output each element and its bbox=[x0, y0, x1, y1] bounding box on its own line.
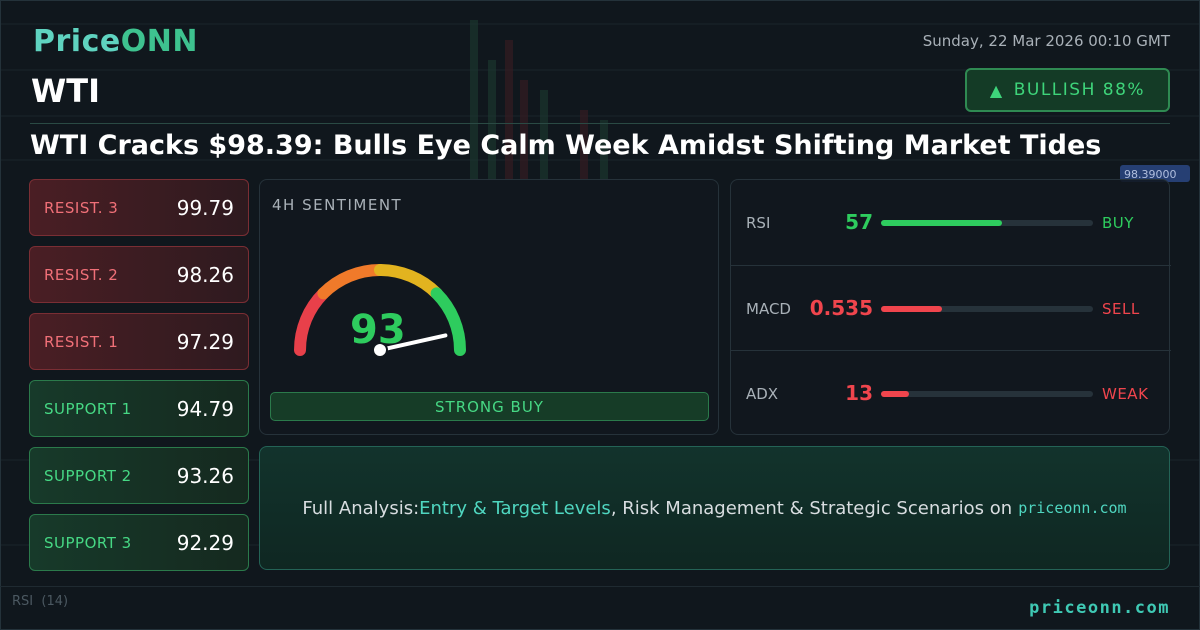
background-rsi-label: RSI (14) bbox=[12, 594, 68, 609]
full-analysis-cta[interactable]: Full Analysis: Entry & Target Levels, Ri… bbox=[259, 446, 1170, 570]
level-resist-1: RESIST. 1 97.29 bbox=[29, 313, 249, 370]
header-divider bbox=[30, 123, 1170, 124]
datetime: Sunday, 22 Mar 2026 00:10 GMT bbox=[922, 32, 1170, 50]
sentiment-badge: ▲ BULLISH 88% bbox=[965, 68, 1170, 112]
level-resist-2: RESIST. 2 98.26 bbox=[29, 246, 249, 303]
indicator-signal: BUY bbox=[1102, 214, 1134, 232]
triangle-up-icon: ▲ bbox=[989, 80, 1004, 100]
level-value: 94.79 bbox=[176, 396, 234, 421]
level-label: RESIST. 3 bbox=[44, 198, 119, 217]
indicator-fill bbox=[881, 306, 943, 312]
gauge-title: 4H SENTIMENT bbox=[272, 196, 403, 214]
background-rsi-name: RSI bbox=[12, 594, 34, 609]
gauge-signal-bar: STRONG BUY bbox=[270, 392, 709, 421]
indicator-track bbox=[881, 391, 1093, 397]
level-label: SUPPORT 2 bbox=[44, 466, 132, 485]
indicator-track bbox=[881, 306, 1093, 312]
brand-logo-prefix: Price bbox=[33, 24, 121, 59]
levels-list: RESIST. 3 99.79 RESIST. 2 98.26 RESIST. … bbox=[29, 179, 249, 581]
gauge-needle bbox=[378, 333, 448, 352]
level-value: 98.26 bbox=[176, 262, 234, 287]
indicator-track bbox=[881, 220, 1093, 226]
indicator-signal: SELL bbox=[1102, 300, 1140, 318]
sentiment-gauge-panel: 4H SENTIMENT 93 STRONG BUY bbox=[259, 179, 719, 435]
indicator-value: 57 bbox=[845, 210, 873, 234]
cta-middle: , Risk Management & Strategic Scenarios … bbox=[610, 497, 1013, 519]
background-rsi-period: (14) bbox=[41, 594, 69, 609]
level-support-1: SUPPORT 1 94.79 bbox=[29, 380, 249, 437]
level-label: RESIST. 1 bbox=[44, 332, 119, 351]
level-value: 97.29 bbox=[176, 329, 234, 354]
indicators-panel: RSI 57 BUY MACD 0.535 SELL ADX 13 WEAK bbox=[730, 179, 1171, 435]
level-value: 92.29 bbox=[176, 530, 234, 555]
indicator-fill bbox=[881, 220, 1002, 226]
gauge-arc-green bbox=[430, 287, 467, 356]
level-label: SUPPORT 1 bbox=[44, 399, 132, 418]
footer-site-link[interactable]: priceonn.com bbox=[1029, 598, 1170, 618]
gauge-arc-yellow bbox=[374, 263, 443, 300]
gauge-value: 93 bbox=[350, 307, 406, 353]
gauge-signal-label: STRONG BUY bbox=[435, 397, 544, 416]
footer-divider bbox=[0, 586, 1200, 587]
level-support-2: SUPPORT 2 93.26 bbox=[29, 447, 249, 504]
level-label: SUPPORT 3 bbox=[44, 533, 132, 552]
sentiment-gauge bbox=[293, 263, 467, 358]
indicator-signal: WEAK bbox=[1102, 385, 1149, 403]
gauge-needle-hub bbox=[372, 342, 388, 358]
cta-prefix: Full Analysis: bbox=[302, 497, 420, 519]
indicator-name: RSI bbox=[746, 214, 771, 232]
brand-logo: PriceONN bbox=[33, 24, 198, 59]
indicator-value: 13 bbox=[845, 381, 873, 405]
gauge-arc-red bbox=[293, 287, 330, 356]
indicator-name: MACD bbox=[746, 300, 791, 318]
level-value: 99.79 bbox=[176, 195, 234, 220]
indicator-value: 0.535 bbox=[809, 296, 873, 320]
level-value: 93.26 bbox=[176, 463, 234, 488]
gauge-arc-orange bbox=[317, 263, 386, 300]
headline: WTI Cracks $98.39: Bulls Eye Calm Week A… bbox=[30, 130, 1102, 161]
level-support-3: SUPPORT 3 92.29 bbox=[29, 514, 249, 571]
level-label: RESIST. 2 bbox=[44, 265, 119, 284]
indicator-fill bbox=[881, 391, 909, 397]
background-price-label: 98.39000 bbox=[1124, 168, 1177, 181]
level-resist-3: RESIST. 3 99.79 bbox=[29, 179, 249, 236]
indicator-row-adx: ADX 13 WEAK bbox=[731, 350, 1171, 435]
indicator-row-rsi: RSI 57 BUY bbox=[731, 180, 1171, 265]
cta-highlight: Entry & Target Levels bbox=[419, 497, 611, 519]
brand-logo-suffix: ONN bbox=[120, 24, 198, 59]
sentiment-badge-label: BULLISH 88% bbox=[1013, 80, 1146, 100]
indicator-name: ADX bbox=[746, 385, 779, 403]
symbol-title: WTI bbox=[31, 72, 101, 110]
cta-site-link[interactable]: priceonn.com bbox=[1018, 499, 1127, 517]
indicator-row-macd: MACD 0.535 SELL bbox=[731, 265, 1171, 350]
